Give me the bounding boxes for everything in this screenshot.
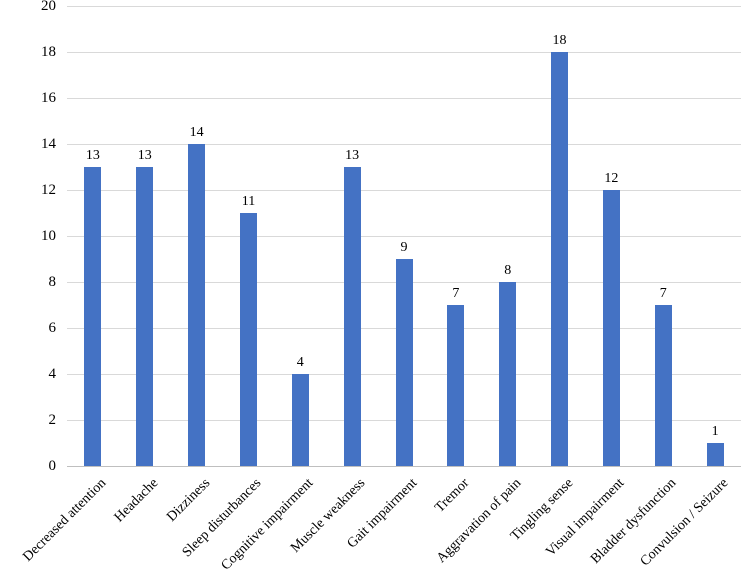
gridline (67, 327, 741, 329)
bar-value-label: 18 (552, 33, 567, 48)
y-axis-tick-label: 4 (48, 366, 57, 382)
y-axis-tick-label: 10 (41, 228, 56, 244)
x-axis-category-label: Bladder dysfunction (588, 475, 680, 567)
x-axis-category-label: Visual impairment (543, 475, 628, 560)
bar-value-label: 8 (504, 263, 512, 278)
y-axis-tick-label: 18 (41, 44, 56, 60)
x-axis-category-label: Cognitive impairment (218, 475, 317, 574)
bar-value-label: 7 (452, 286, 460, 301)
y-axis-tick-label: 16 (41, 90, 56, 106)
y-axis-tick-label: 8 (48, 274, 57, 290)
gridline (67, 143, 741, 145)
bar (395, 259, 413, 466)
gridline (67, 235, 741, 237)
x-axis-category-label: Decreased attention (20, 475, 110, 565)
x-axis-category-label: Aggravation of pain (433, 475, 525, 567)
y-axis-tick-label: 12 (41, 182, 56, 198)
bar-value-label: 9 (400, 240, 408, 255)
bar (499, 282, 517, 466)
gridline (67, 189, 741, 191)
bar-value-label: 4 (296, 355, 304, 370)
bar-value-label: 13 (137, 148, 152, 163)
bar (343, 167, 361, 466)
x-axis-category-label: Sleep disturbances (180, 475, 265, 561)
x-axis-category-label: Headache (111, 475, 162, 526)
gridline (67, 373, 741, 375)
gridline (67, 281, 741, 283)
gridline (67, 97, 741, 99)
gridline (67, 5, 741, 7)
bar-value-label: 12 (604, 171, 619, 186)
gridline (67, 419, 741, 421)
y-axis-tick-label: 0 (48, 458, 57, 474)
y-axis-tick-label: 20 (41, 0, 56, 14)
bar (654, 305, 672, 466)
bar (447, 305, 465, 466)
x-axis-category-label: Tingling sense (507, 475, 576, 544)
x-axis-category-label: Convulsion / Seizure (637, 475, 732, 570)
bar-value-label: 13 (85, 148, 100, 163)
bar-value-label: 14 (189, 125, 204, 140)
x-axis-line (67, 465, 741, 467)
gridline (67, 51, 741, 53)
bar-value-label: 1 (711, 424, 719, 439)
bar (84, 167, 102, 466)
y-axis-tick-label: 14 (41, 136, 56, 152)
x-axis-category-label: Tremor (432, 475, 473, 516)
bar (602, 190, 620, 466)
y-axis-tick-label: 2 (48, 412, 57, 428)
bar-value-label: 13 (345, 148, 360, 163)
bar (291, 374, 309, 466)
bar (239, 213, 257, 466)
bar (136, 167, 154, 466)
y-axis-tick-label: 6 (48, 320, 57, 336)
x-axis-category-label: Muscle weakness (288, 475, 369, 556)
bar (706, 443, 724, 466)
x-axis-category-label: Gait impairment (344, 475, 421, 552)
bar-value-label: 7 (659, 286, 667, 301)
bar-value-label: 11 (241, 194, 256, 209)
x-axis-category-label: Dizziness (163, 475, 213, 525)
bar (551, 52, 569, 466)
bar (188, 144, 206, 466)
